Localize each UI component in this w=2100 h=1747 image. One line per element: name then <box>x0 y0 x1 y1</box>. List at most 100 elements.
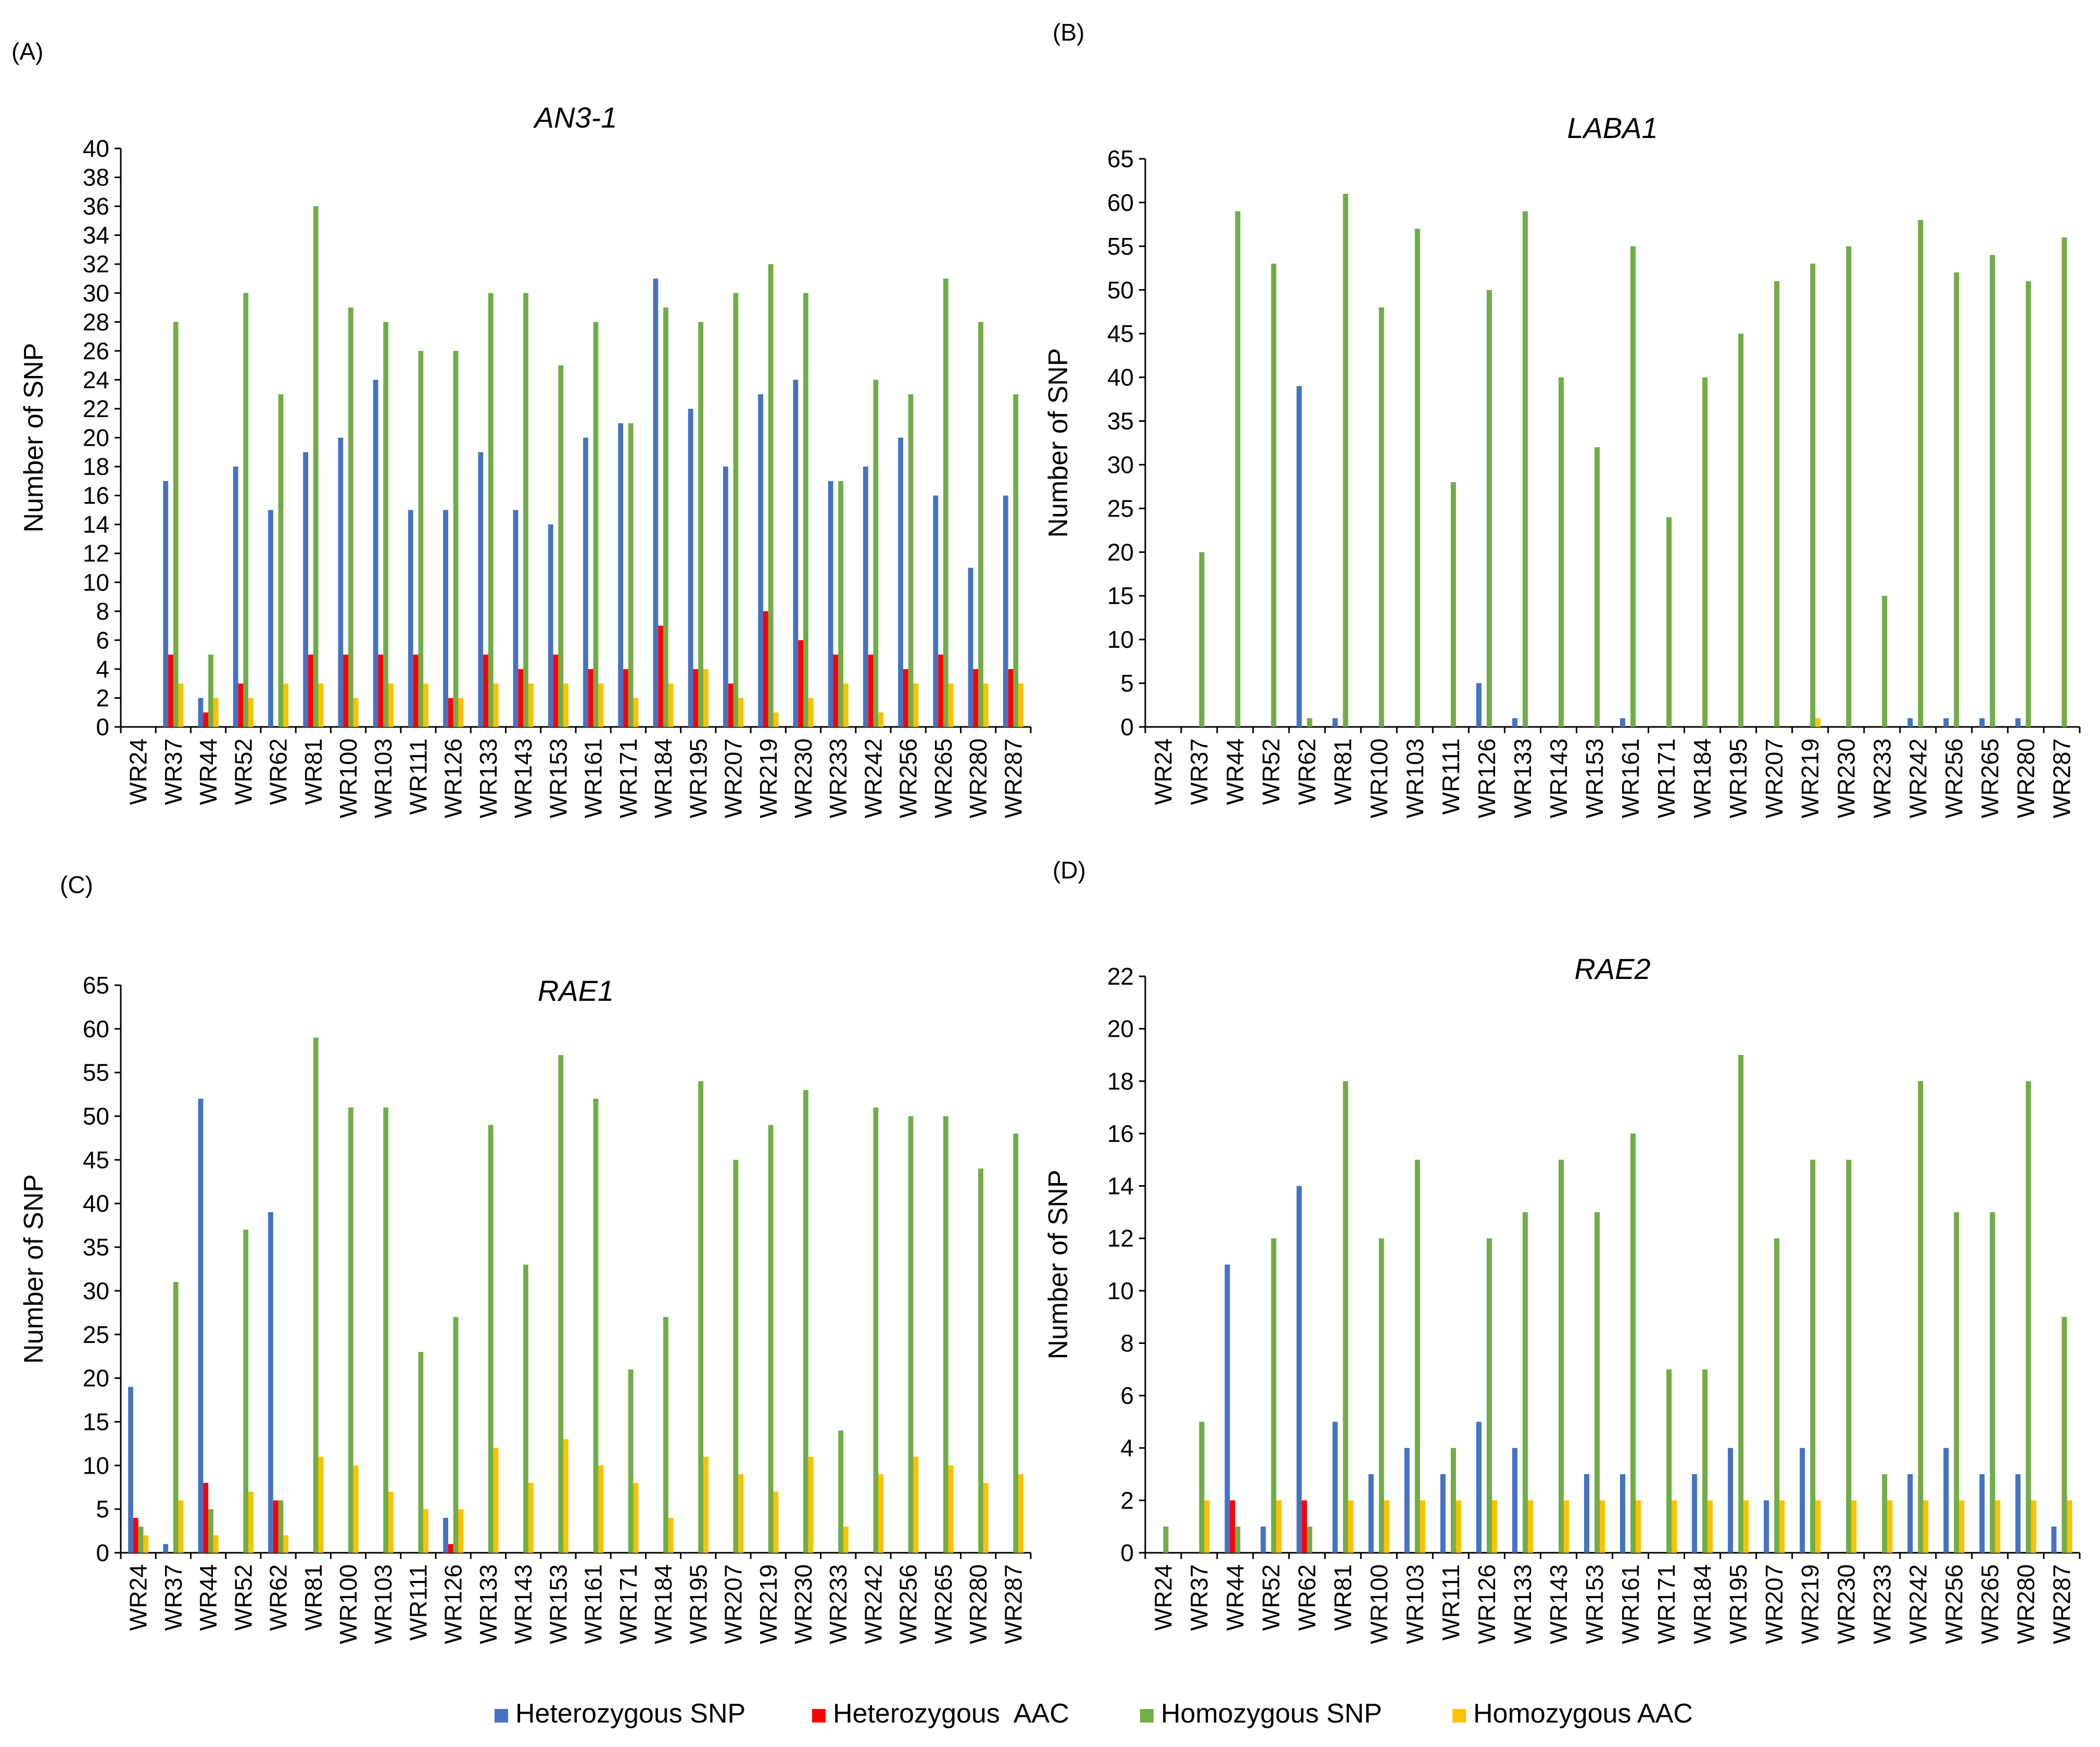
legend: Heterozygous SNP Heterozygous AAC Homozygo… <box>495 1699 1693 1729</box>
x-tick-label: WR126 <box>1473 1564 1500 1644</box>
bar <box>663 307 668 727</box>
x-tick-label: WR219 <box>755 738 782 818</box>
bar <box>1887 1500 1893 1553</box>
x-tick-label: WR265 <box>1976 738 2003 818</box>
series-2 <box>1199 194 2067 727</box>
bar <box>948 683 954 727</box>
x-tick-label: WR287 <box>2048 1564 2075 1644</box>
series-0 <box>128 1099 448 1553</box>
bar <box>213 1535 219 1553</box>
x-tick-label: WR171 <box>615 1564 642 1644</box>
bar <box>583 437 588 727</box>
bar <box>808 1456 814 1553</box>
series-0 <box>1224 1186 2057 1553</box>
x-tick-label: WR265 <box>930 738 957 818</box>
bar <box>383 322 388 727</box>
y-tick-label: 22 <box>1107 963 1134 990</box>
bar <box>1558 1160 1564 1553</box>
bar <box>243 293 249 727</box>
y-tick-label: 15 <box>1107 582 1134 609</box>
bar <box>1620 1474 1626 1553</box>
bar <box>1199 552 1205 727</box>
chart-panel-2: (C) RAE1 Number of SNP 0 5 10 15 20 25 30 35 40 45 50… <box>19 871 1032 1644</box>
bar <box>658 625 664 727</box>
legend-swatch <box>812 1709 826 1723</box>
bar <box>1923 1500 1929 1553</box>
bar <box>173 1282 179 1553</box>
x-tick-label: WR81 <box>300 738 327 805</box>
bar <box>523 293 528 727</box>
x-tick-label: WR100 <box>335 1564 362 1644</box>
bar <box>843 1526 849 1553</box>
x-tick-label: WR62 <box>1294 1564 1321 1631</box>
x-tick-label: WR24 <box>125 1564 152 1631</box>
bar <box>798 640 803 727</box>
x-tick-label: WR24 <box>1150 738 1177 805</box>
bar <box>828 481 833 727</box>
bar <box>628 1369 634 1553</box>
bar <box>278 394 284 727</box>
x-tick-label: WR219 <box>1797 738 1824 818</box>
bar <box>1774 281 1780 727</box>
x-tick-label: WR44 <box>1222 738 1249 805</box>
bar <box>1512 1448 1517 1553</box>
x-tick-label: WR37 <box>1186 1564 1213 1631</box>
y-axis-title: Number of SNP <box>19 1174 49 1364</box>
x-tick-label: WR24 <box>125 738 152 805</box>
bar <box>598 683 604 727</box>
x-tick-label: WR242 <box>1904 738 1931 818</box>
bar <box>383 1107 388 1553</box>
bar <box>338 437 344 727</box>
y-tick-label: 65 <box>83 972 109 999</box>
y-tick-label: 45 <box>1107 320 1134 347</box>
bar <box>178 1500 184 1553</box>
bar <box>278 1500 284 1553</box>
bar <box>1296 1186 1302 1553</box>
bar <box>943 278 948 727</box>
x-tick-label: WR126 <box>440 1564 467 1644</box>
x-tick-label: WR62 <box>265 738 292 805</box>
x-tick-label: WR230 <box>790 738 817 818</box>
y-tick-label: 24 <box>83 366 109 393</box>
bar <box>1995 1500 2001 1553</box>
bar <box>1764 1500 1769 1553</box>
bar <box>418 1352 424 1553</box>
bar <box>913 1456 919 1553</box>
x-tick-label: WR103 <box>1401 1564 1428 1644</box>
bar <box>1666 517 1672 727</box>
bar <box>1810 1160 1816 1553</box>
x-tick-label: WR256 <box>895 1564 922 1644</box>
bar <box>1979 718 1985 727</box>
bar <box>698 1081 704 1553</box>
bar <box>768 1125 774 1553</box>
bar <box>738 1474 744 1553</box>
bar <box>308 655 313 727</box>
bar <box>938 655 943 727</box>
bar <box>268 1212 273 1553</box>
x-tick-label: WR242 <box>1904 1564 1931 1644</box>
bar <box>808 698 814 727</box>
y-tick-label: 0 <box>96 713 109 740</box>
bar <box>2031 1500 2036 1553</box>
bar <box>208 655 213 727</box>
y-tick-label: 20 <box>1107 1015 1134 1042</box>
bar <box>688 408 693 727</box>
x-tick-label: WR126 <box>440 738 467 818</box>
bar <box>343 655 348 727</box>
x-tick-label: WR111 <box>404 738 432 815</box>
bar <box>1774 1238 1780 1553</box>
bar <box>273 1500 279 1553</box>
bar <box>1420 1500 1425 1553</box>
legend-swatch <box>495 1709 508 1723</box>
x-tick-label: WR153 <box>1581 1564 1608 1644</box>
bar <box>143 1535 149 1553</box>
legend-item: Homozygous AAC <box>1452 1699 1693 1729</box>
y-tick-label: 18 <box>1107 1067 1134 1095</box>
bar <box>1918 220 1924 727</box>
x-tick-label: WR280 <box>965 738 992 818</box>
bar <box>723 467 728 727</box>
x-tick-label: WR161 <box>1617 738 1644 818</box>
bar <box>1918 1081 1924 1553</box>
